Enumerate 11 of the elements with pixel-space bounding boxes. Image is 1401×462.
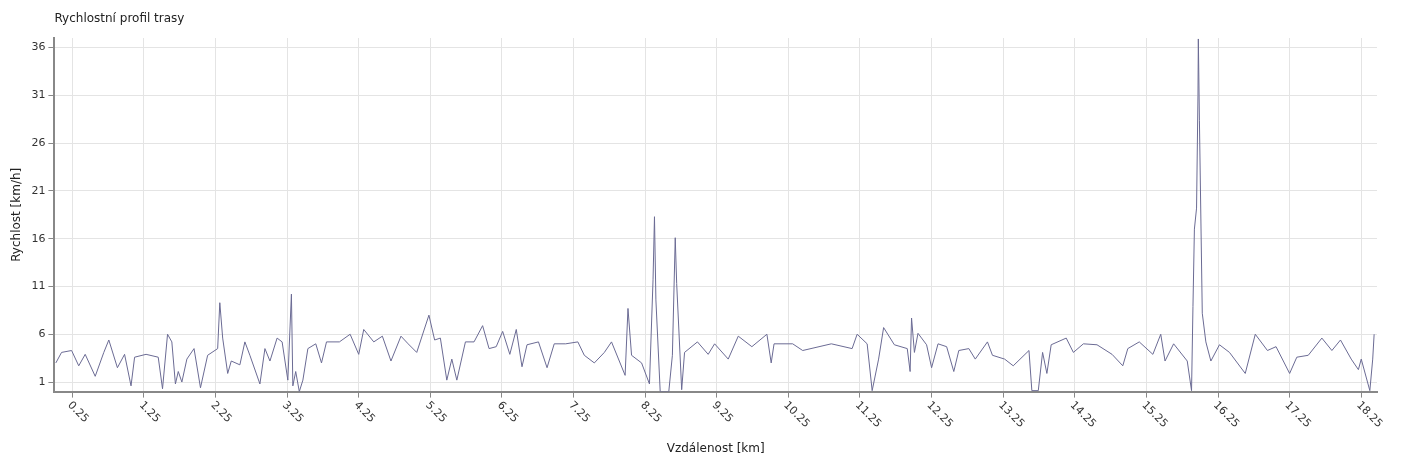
y-tick-label: 36 xyxy=(31,40,46,54)
y-tick-label: 31 xyxy=(31,88,46,102)
y-tick-label: 11 xyxy=(31,279,46,293)
y-tick-label: 16 xyxy=(31,231,46,245)
y-axis-title: Rychlost [km/h] xyxy=(9,167,24,262)
y-tick-label: 26 xyxy=(31,135,46,149)
chart-title: Rychlostní profil trasy xyxy=(54,11,185,25)
y-tick-label: 21 xyxy=(31,183,46,197)
x-axis-title: Vzdálenost [km] xyxy=(666,440,765,455)
y-tick-label: 6 xyxy=(38,327,46,341)
y-tick-label: 1 xyxy=(38,374,46,388)
